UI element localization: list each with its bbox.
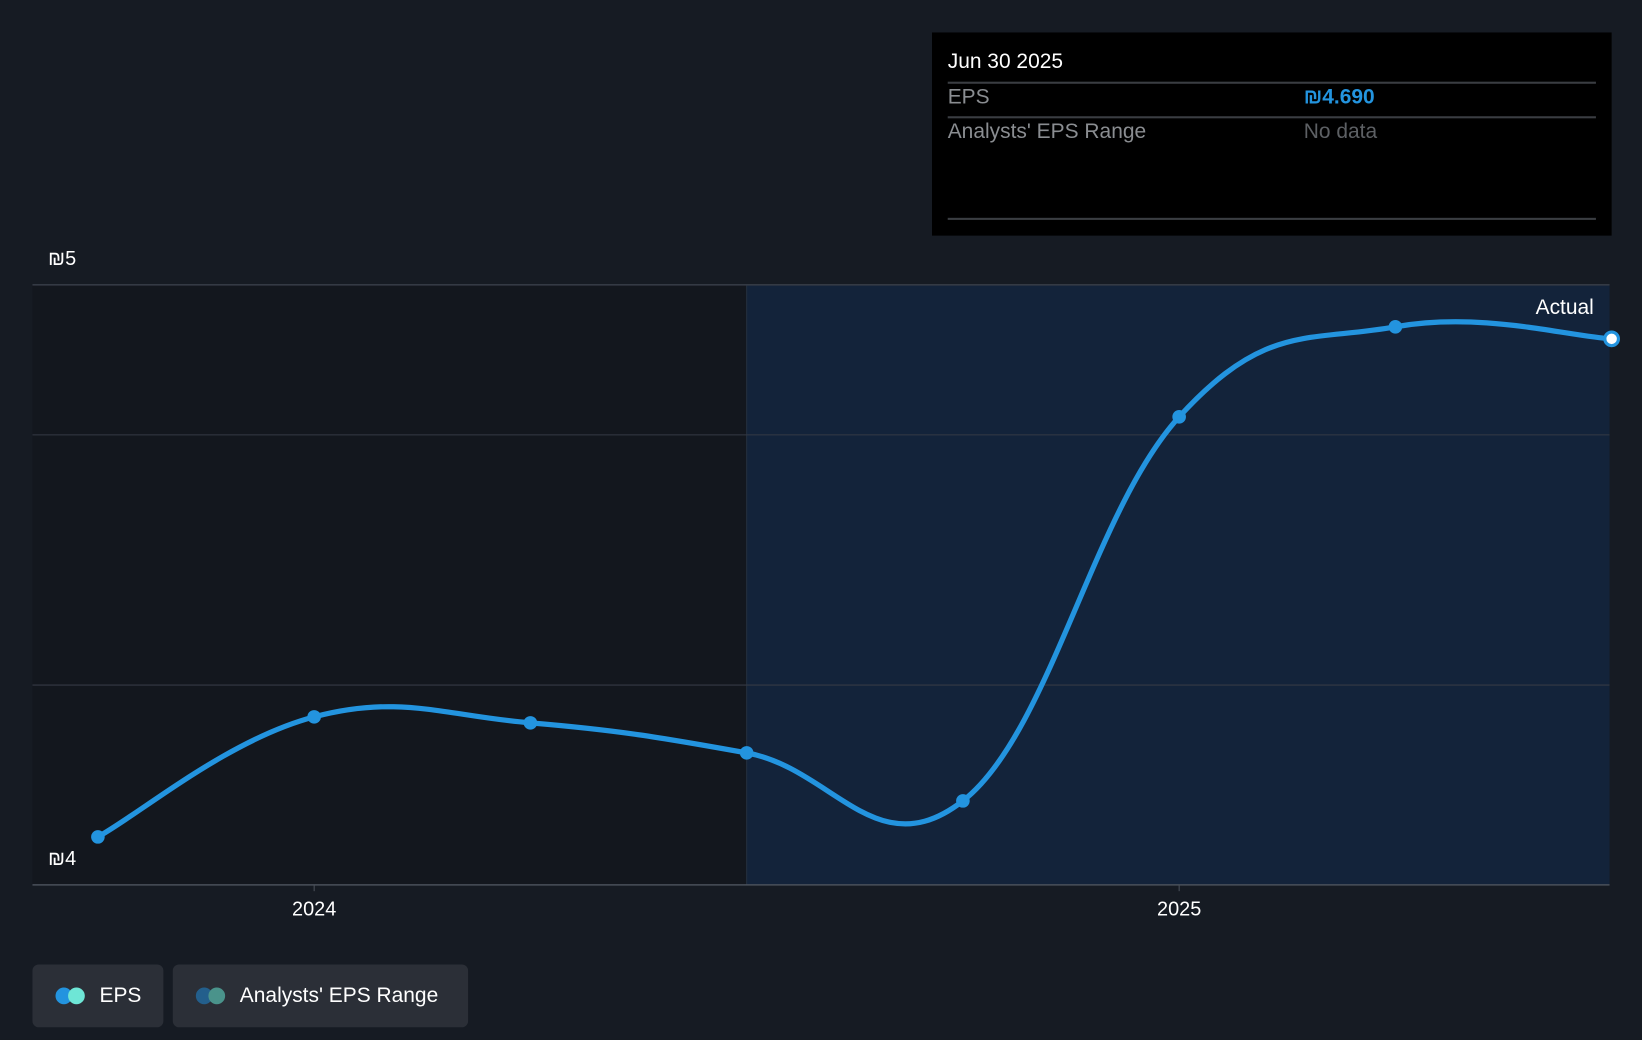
tooltip-range-value: No data — [1303, 120, 1378, 144]
actual-annotation: Actual — [1535, 296, 1594, 320]
past-region — [32, 284, 747, 885]
eps-point — [523, 716, 538, 730]
tooltip-eps-value: ₪4.690 — [1303, 85, 1375, 109]
legend-range-label: Analysts' EPS Range — [239, 983, 439, 1007]
tooltip-range-label: Analysts' EPS Range — [947, 120, 1147, 144]
x-tick-label-2025: 2025 — [1157, 898, 1202, 921]
tooltip-date: Jun 30 2025 — [947, 50, 1064, 74]
eps-point — [1388, 320, 1403, 334]
x-tick-label-2024: 2024 — [292, 898, 337, 921]
eps-legend-icon — [55, 987, 87, 1005]
eps-line — [95, 319, 1615, 840]
divider — [947, 81, 1596, 84]
y-tick-label-top: ₪5 — [48, 248, 77, 271]
eps-point — [307, 710, 321, 724]
divider — [947, 217, 1596, 220]
recent-region — [746, 284, 1610, 885]
eps-point — [1603, 330, 1621, 348]
legend-analysts-range[interactable]: Analysts' EPS Range — [172, 964, 469, 1028]
eps-point — [739, 746, 754, 760]
y-tick-label-bottom: ₪4 — [48, 848, 77, 871]
range-legend-icon — [195, 987, 227, 1005]
legend-eps[interactable]: EPS — [32, 964, 164, 1028]
divider — [947, 116, 1596, 119]
eps-point — [91, 830, 105, 844]
eps-point — [1172, 410, 1186, 424]
legend-eps-label: EPS — [99, 983, 142, 1007]
eps-point — [956, 794, 970, 808]
tooltip: Jun 30 2025 EPS ₪4.690 Analysts' EPS Ran… — [932, 32, 1612, 236]
tooltip-eps-label: EPS — [947, 85, 990, 109]
